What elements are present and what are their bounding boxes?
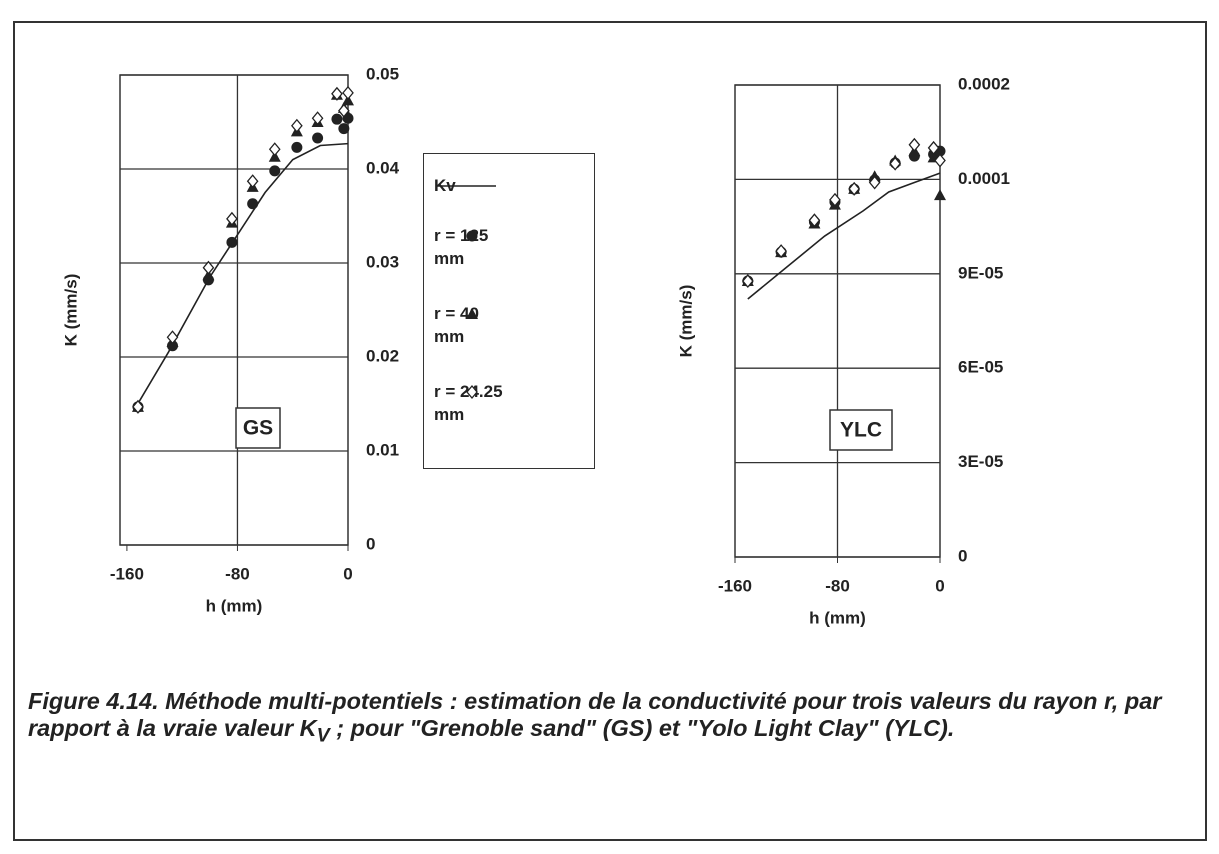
point [268, 142, 281, 157]
legend-entry: r = 40 mm [434, 302, 504, 348]
point [934, 189, 946, 201]
y-tick-label: 0.02 [366, 346, 399, 365]
x-tick-label: -160 [110, 564, 144, 583]
point [226, 236, 238, 248]
point [311, 111, 324, 126]
y-tick-label: 0.0001 [958, 169, 1010, 188]
point [226, 211, 238, 226]
legend-symbol [466, 384, 478, 400]
point [291, 141, 303, 153]
point [246, 174, 259, 189]
figure-border [13, 21, 1207, 841]
point [202, 269, 215, 281]
y-tick-label: 0.05 [366, 64, 399, 83]
y-axis-label: K (mm/s) [676, 285, 695, 358]
caption-subscript: V [316, 724, 330, 747]
point [466, 308, 478, 319]
x-tick-label: -80 [825, 576, 850, 595]
caption: Figure 4.14. Méthode multi-potentiels : … [28, 688, 1188, 750]
point [466, 230, 478, 242]
annotation: YLC [840, 419, 882, 442]
point [132, 399, 144, 414]
point [331, 113, 343, 125]
y-tick-label: 3E-05 [958, 452, 1003, 471]
point [775, 244, 787, 259]
legend-symbol [436, 185, 496, 187]
y-axis-label: K (mm/s) [61, 274, 80, 347]
point [342, 94, 354, 106]
point [338, 103, 350, 118]
x-axis-label: h (mm) [809, 608, 866, 627]
annotation: GS [243, 417, 273, 440]
x-tick-label: 0 [343, 564, 352, 583]
legend-entry: r = 125 mm [434, 224, 504, 270]
x-tick-label: -160 [718, 576, 752, 595]
plot-frame [119, 74, 349, 546]
point [889, 156, 902, 171]
point [247, 198, 259, 210]
point [868, 175, 881, 190]
y-tick-label: 9E-05 [958, 263, 1003, 282]
point [342, 85, 354, 100]
point [331, 86, 343, 101]
point [808, 213, 821, 228]
x-axis-label: h (mm) [206, 596, 263, 615]
x-tick-label: 0 [935, 576, 944, 595]
point [268, 150, 281, 162]
line [133, 142, 349, 411]
x-tick-label: -80 [225, 564, 250, 583]
point [927, 140, 940, 155]
point [312, 132, 324, 144]
legend: Kv r = 125 mm r = 40 mm r = 24.25 mm [423, 153, 595, 469]
point [466, 384, 478, 400]
point [291, 118, 303, 133]
y-tick-label: 0.03 [366, 252, 399, 271]
legend-symbol [466, 308, 478, 319]
annotation-box [829, 409, 893, 451]
caption-text: ; pour "Grenoble sand" (GS) et "Yolo Lig… [329, 715, 955, 741]
y-tick-label: 0.04 [366, 158, 400, 177]
y-tick-label: 6E-05 [958, 358, 1003, 377]
legend-entry: r = 24.25 mm [434, 380, 504, 426]
caption-text: Figure 4.14. Méthode multi-potentiels : … [28, 688, 1162, 741]
point [829, 192, 841, 207]
point [848, 181, 861, 196]
point [166, 330, 179, 345]
line [747, 172, 941, 300]
point [934, 153, 946, 168]
point [269, 165, 281, 177]
y-tick-label: 0 [366, 534, 375, 553]
point [338, 123, 350, 135]
point [741, 274, 754, 289]
point [908, 137, 921, 152]
y-tick-label: 0.01 [366, 440, 399, 459]
annotation-box [235, 407, 281, 449]
y-tick-label: 0.0002 [958, 74, 1010, 93]
legend-symbol [466, 230, 478, 242]
y-tick-label: 0 [958, 546, 967, 565]
legend-entry: Kv [434, 174, 504, 197]
point [202, 260, 215, 275]
